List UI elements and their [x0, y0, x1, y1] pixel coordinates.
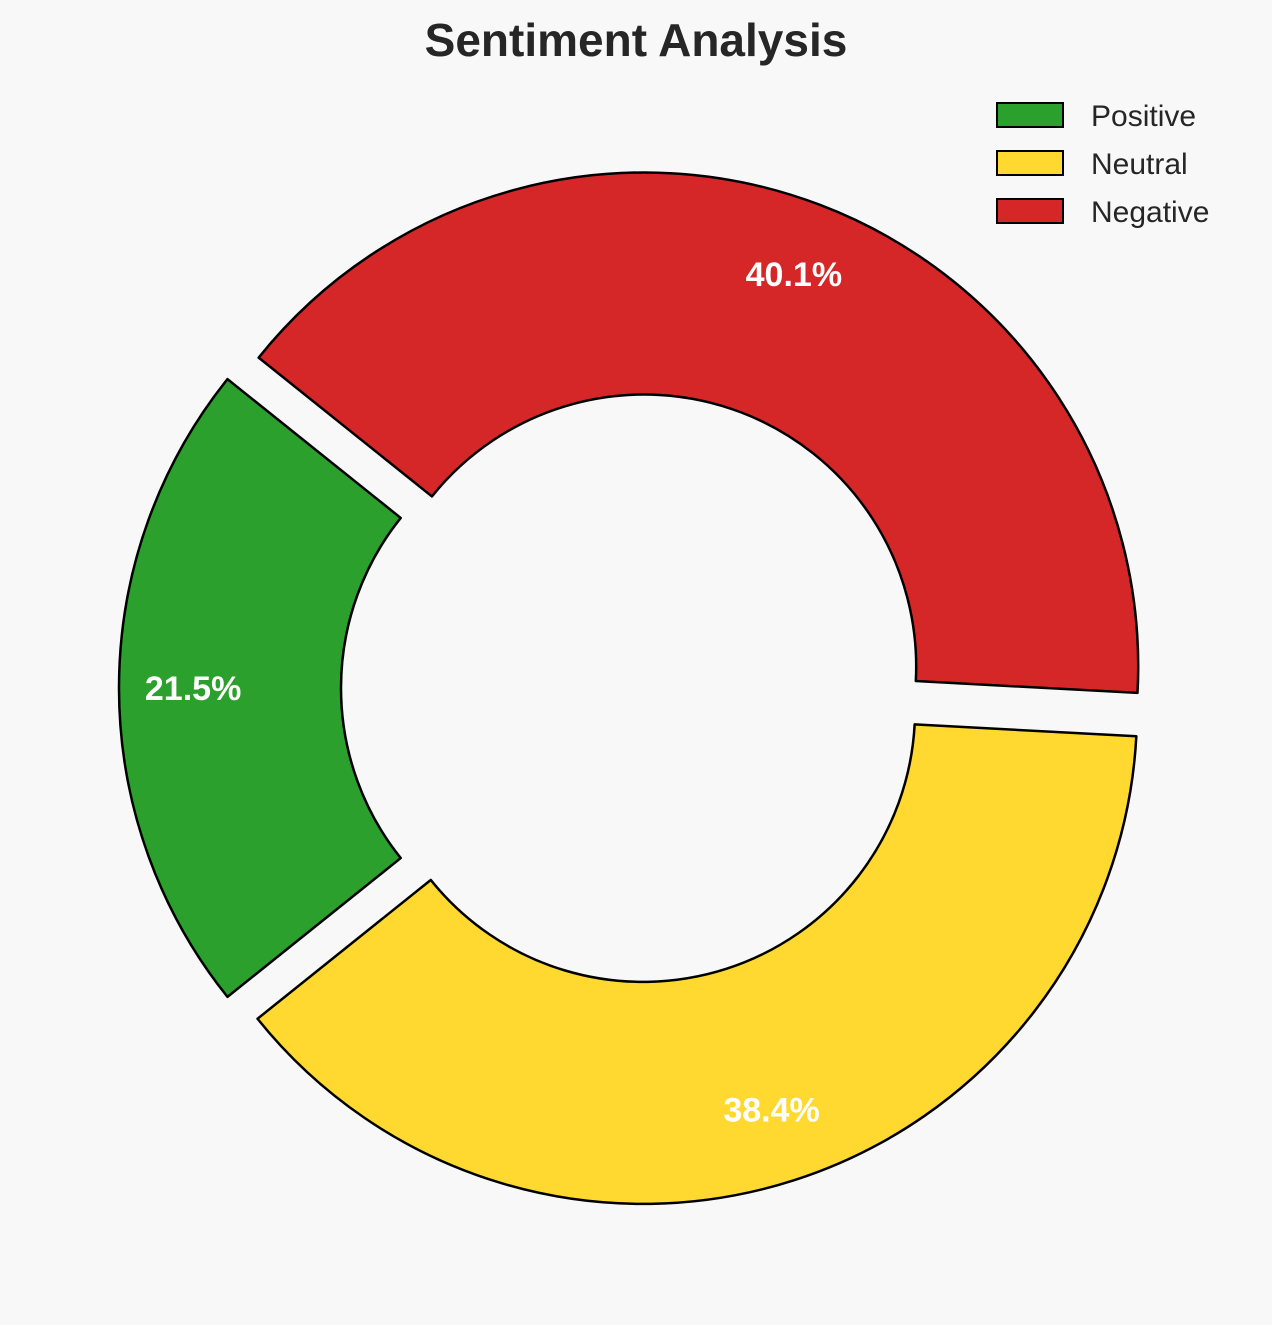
slice-labels: 21.5% 38.4% 40.1%: [145, 256, 842, 1129]
slice-label-negative: 40.1%: [746, 256, 842, 294]
legend-label-neutral: Neutral: [1091, 148, 1188, 181]
legend: Positive Neutral Negative: [996, 100, 1209, 229]
legend-swatch-negative: [996, 198, 1064, 224]
legend-label-positive: Positive: [1091, 100, 1196, 133]
chart-title: Sentiment Analysis: [425, 14, 848, 66]
legend-swatch-neutral: [996, 150, 1064, 176]
wedge-positive: [117, 377, 402, 999]
wedge-neutral: [256, 723, 1138, 1206]
wedges: [117, 171, 1140, 1206]
wedge-negative: [257, 171, 1140, 695]
legend-swatch-positive: [996, 102, 1064, 128]
slice-label-neutral: 38.4%: [723, 1092, 819, 1130]
slice-label-positive: 21.5%: [145, 670, 241, 708]
legend-label-negative: Negative: [1091, 196, 1209, 229]
